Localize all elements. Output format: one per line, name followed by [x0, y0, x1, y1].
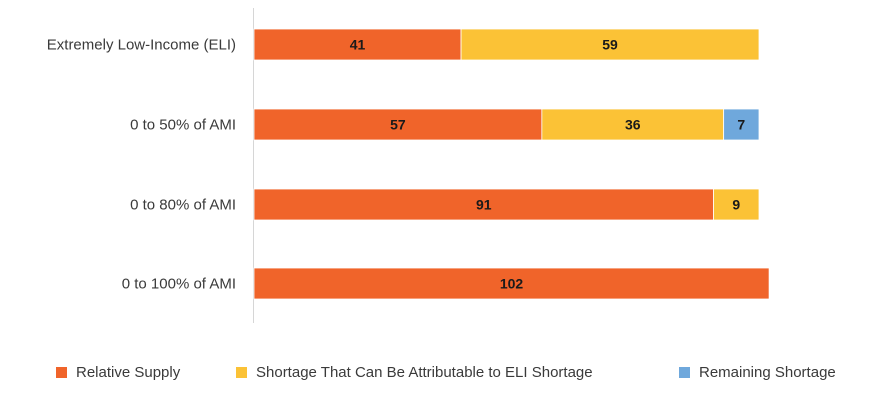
category-label: 0 to 80% of AMI: [130, 197, 236, 214]
data-label: 57: [390, 117, 406, 133]
data-label: 41: [350, 37, 366, 53]
category-label: Extremely Low-Income (ELI): [47, 37, 236, 54]
legend-label: Shortage That Can Be Attributable to ELI…: [256, 364, 593, 381]
legend-swatch: [56, 367, 67, 378]
category-label: 0 to 100% of AMI: [122, 276, 236, 293]
data-label: 36: [625, 117, 641, 133]
data-label: 102: [500, 276, 524, 292]
bar-segment: [253, 267, 770, 300]
category-label: 0 to 50% of AMI: [130, 117, 236, 134]
bar-segment: [723, 108, 760, 141]
bar-segment: [713, 188, 760, 221]
bar-segment: [460, 28, 760, 61]
data-label: 7: [737, 117, 745, 133]
legend-label: Remaining Shortage: [699, 364, 836, 381]
data-label: 91: [476, 197, 492, 213]
legend-swatch: [236, 367, 247, 378]
bar-segment: [253, 108, 543, 141]
legend-label: Relative Supply: [76, 364, 181, 381]
legend-swatch: [679, 367, 690, 378]
data-label: 59: [602, 37, 618, 53]
data-label: 9: [732, 197, 740, 213]
bar-segment: [253, 188, 714, 221]
